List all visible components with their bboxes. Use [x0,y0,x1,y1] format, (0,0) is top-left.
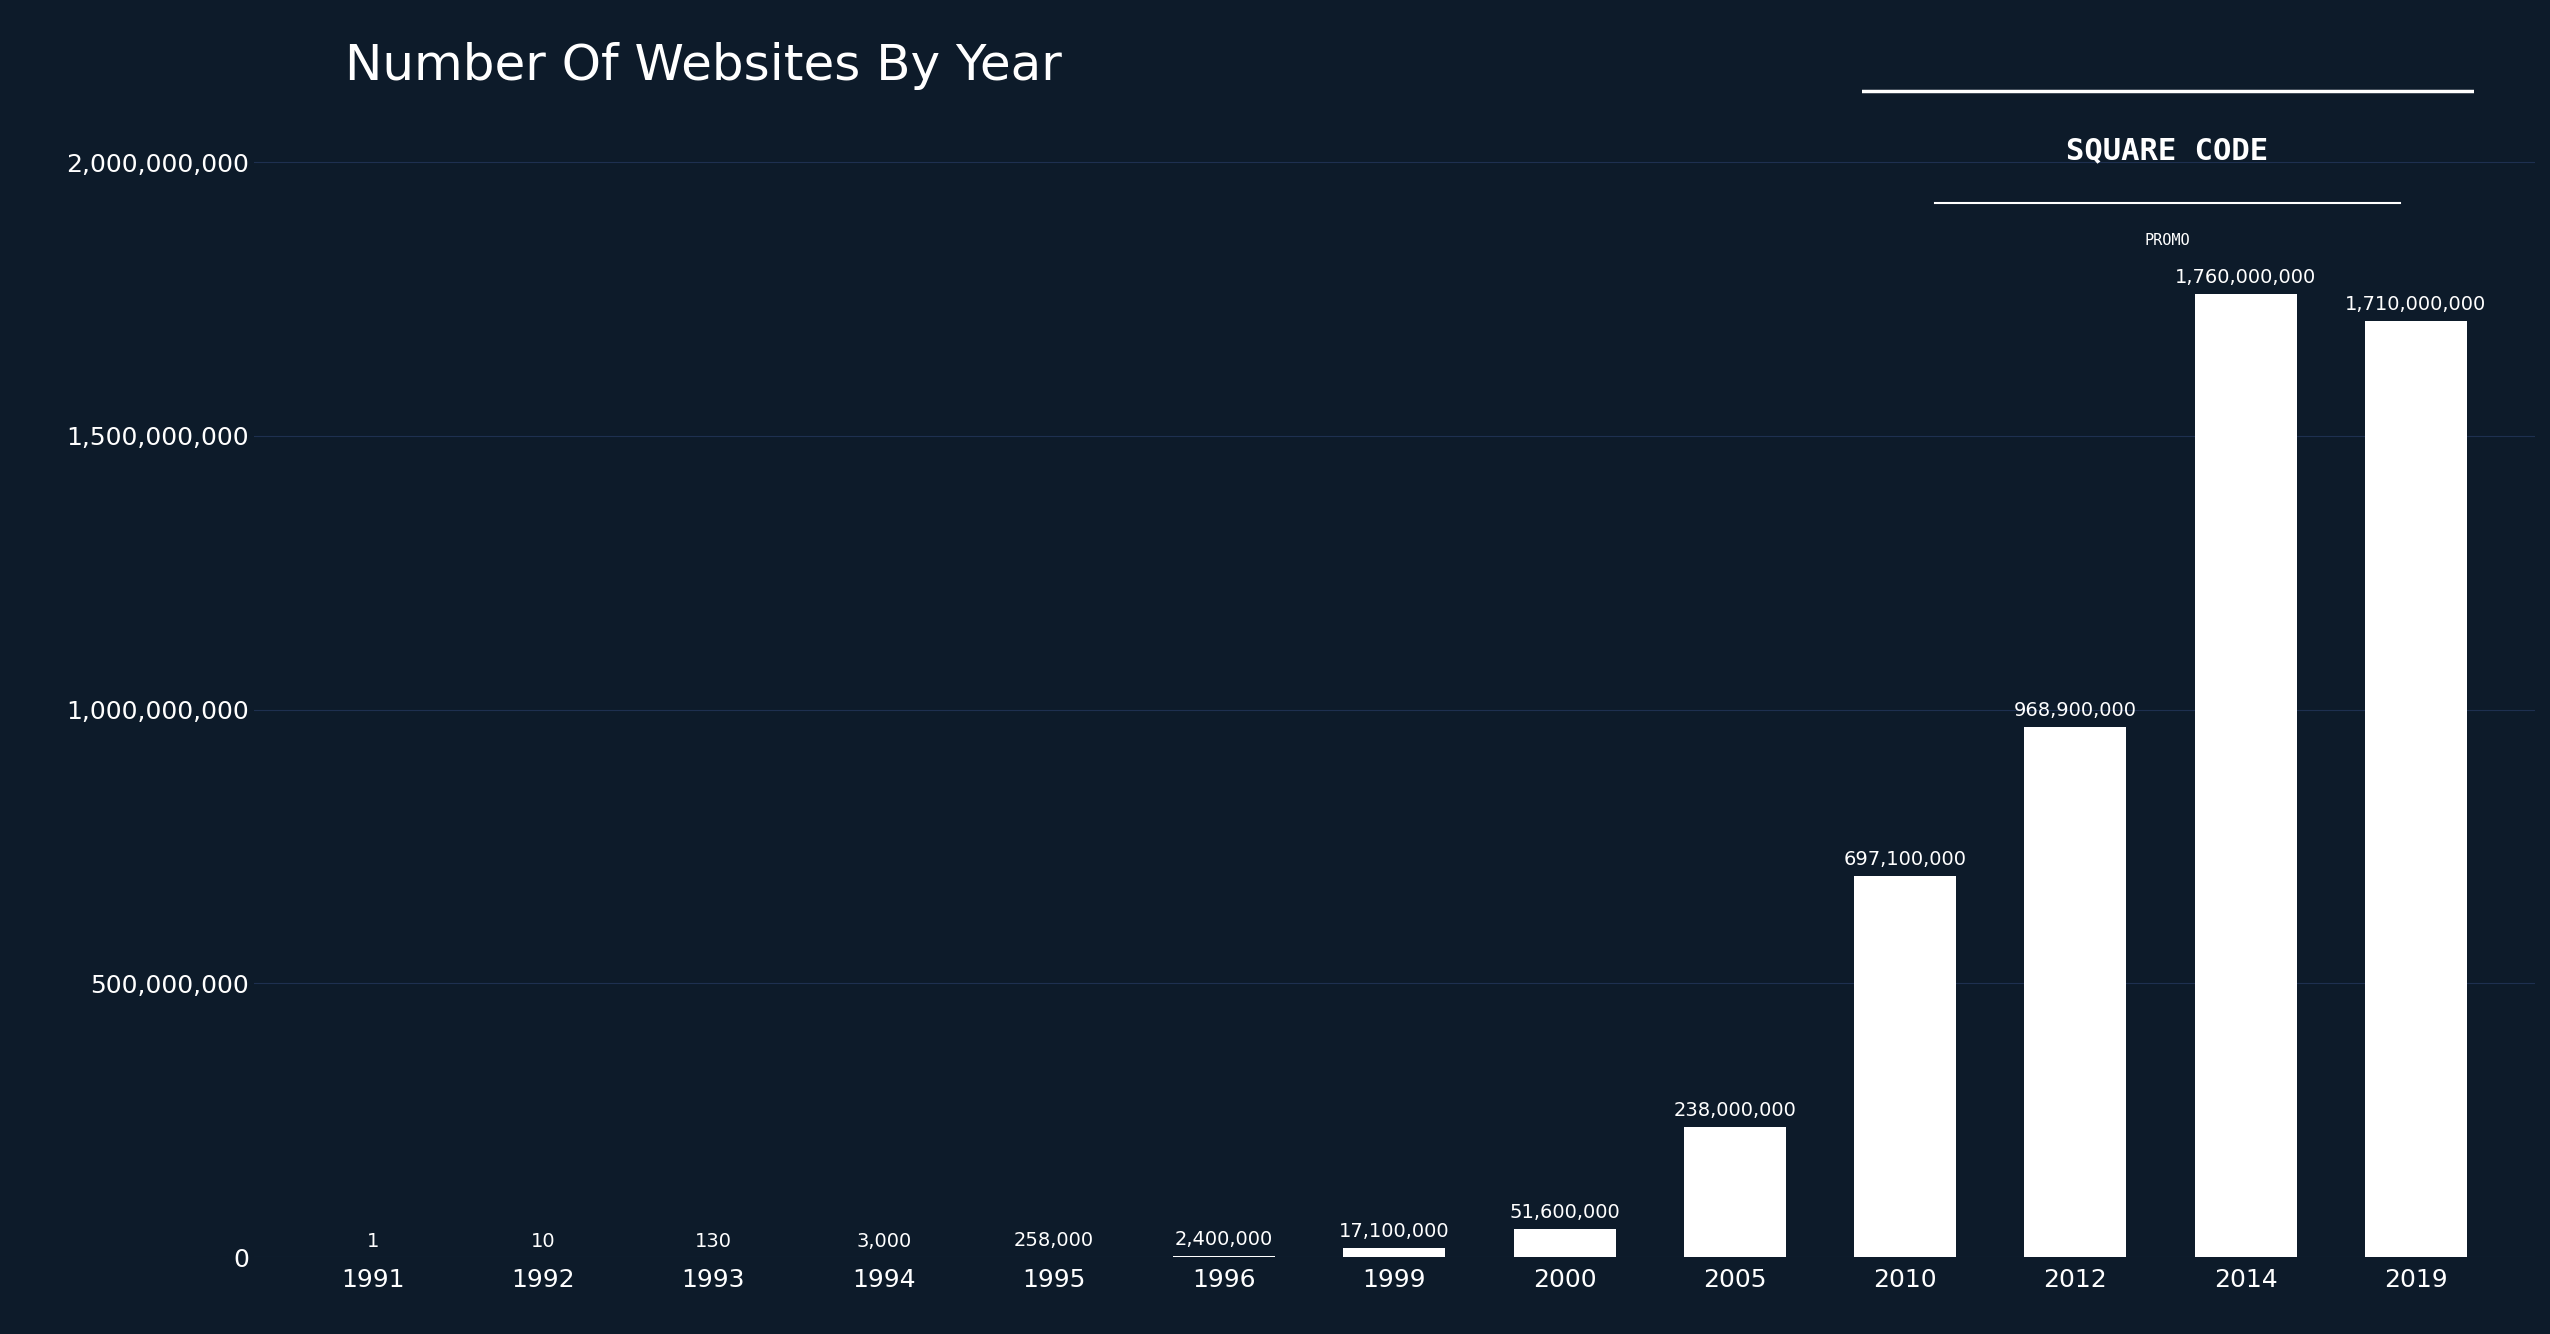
Text: PROMO: PROMO [2145,233,2190,248]
Text: 697,100,000: 697,100,000 [1844,850,1966,868]
Text: 3,000: 3,000 [857,1231,910,1251]
Text: 2,400,000: 2,400,000 [1176,1230,1272,1250]
Text: 1,710,000,000: 1,710,000,000 [2346,295,2486,315]
Text: 10: 10 [530,1231,556,1251]
Bar [1683,1127,1785,1257]
Text: 1: 1 [367,1231,380,1251]
Text: 51,600,000: 51,600,000 [1510,1203,1619,1222]
Text: 130: 130 [696,1231,732,1251]
Bar [1344,1247,1446,1257]
Bar [1515,1229,1617,1257]
Bar [1854,875,1956,1257]
Text: 1,760,000,000: 1,760,000,000 [2175,268,2315,287]
Text: Number Of Websites By Year: Number Of Websites By Year [344,41,1061,89]
Text: 258,000: 258,000 [1015,1231,1094,1250]
Text: 238,000,000: 238,000,000 [1673,1102,1795,1121]
Text: 968,900,000: 968,900,000 [2014,702,2137,720]
Text: 17,100,000: 17,100,000 [1339,1222,1451,1241]
Bar [2364,321,2466,1257]
Bar [2025,727,2127,1257]
Text: SQUARE CODE: SQUARE CODE [2066,136,2270,165]
Bar [2196,293,2298,1257]
